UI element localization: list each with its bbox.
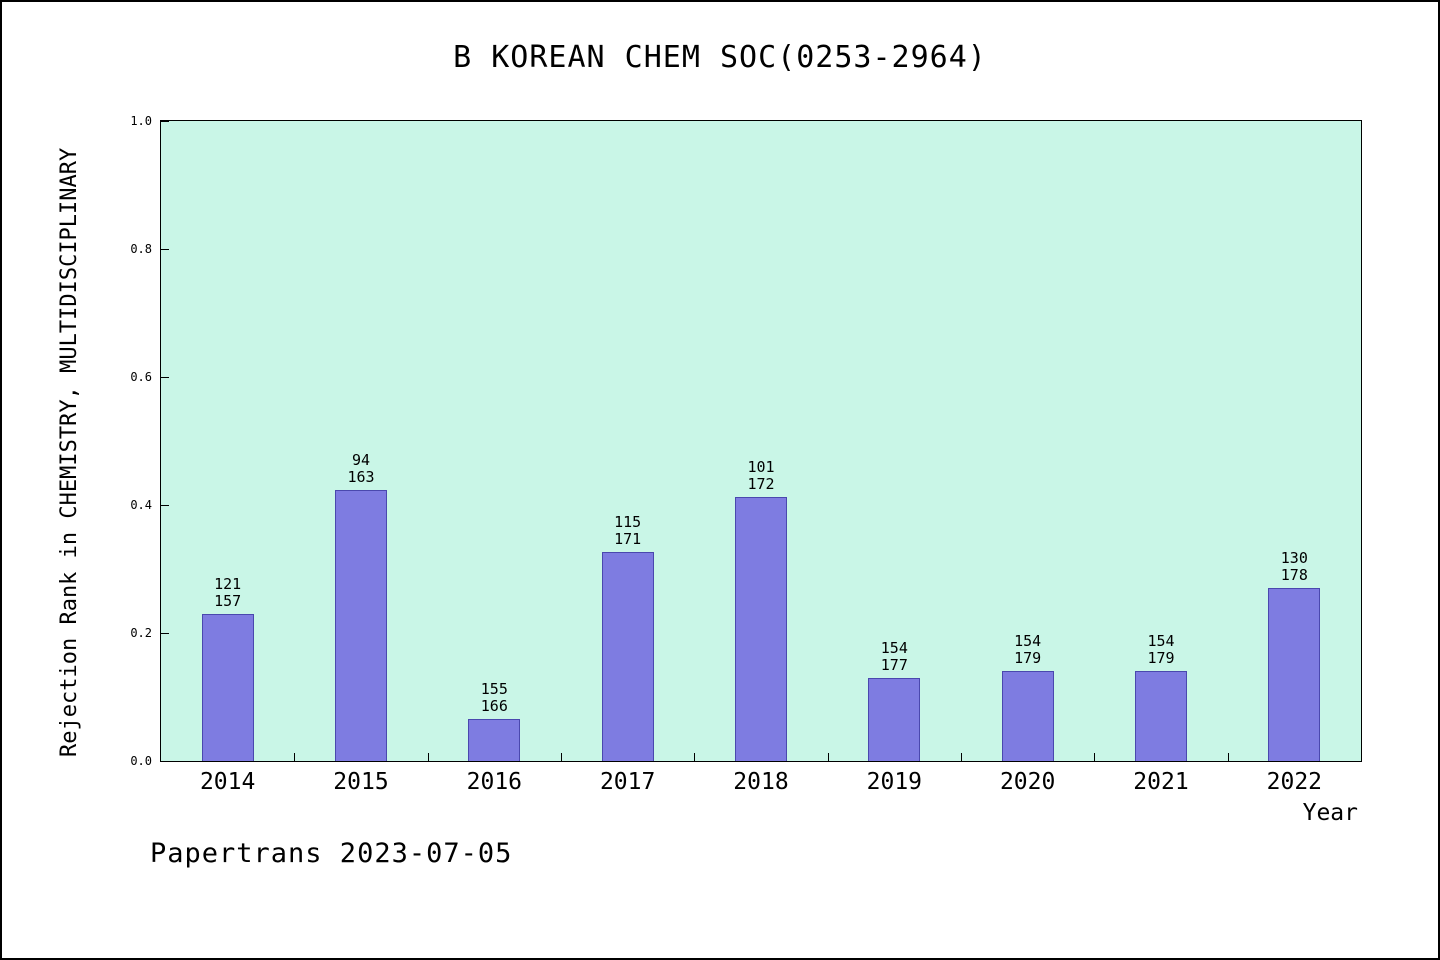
bar-value-label: 115 171	[614, 512, 642, 548]
bar	[868, 677, 921, 761]
bar	[601, 551, 654, 761]
bar	[1268, 588, 1321, 761]
x-axis-label: Year	[1302, 800, 1358, 826]
y-tick-label: 0.2	[130, 626, 152, 640]
bar-value-label: 155 166	[480, 679, 508, 715]
bar-value-label: 121 157	[214, 575, 242, 611]
x-tick-label: 2022	[1266, 769, 1323, 795]
y-tick-mark	[161, 760, 169, 762]
x-tick-mark	[294, 753, 296, 761]
y-tick-label: 0.6	[130, 370, 152, 384]
y-tick-mark	[161, 248, 169, 250]
bar-value-label: 154 177	[880, 638, 908, 674]
bar-value-label: 101 172	[747, 457, 775, 493]
x-tick-mark	[427, 753, 429, 761]
y-tick-mark	[161, 120, 169, 122]
y-tick-mark	[161, 376, 169, 378]
bar-value-label: 130 178	[1280, 549, 1308, 585]
y-tick-label: 0.0	[130, 754, 152, 768]
x-tick-label: 2021	[1133, 769, 1189, 795]
x-tick-mark	[694, 753, 696, 761]
y-tick-mark	[161, 504, 169, 506]
x-tick-label: 2016	[466, 769, 523, 795]
x-tick-label: 2018	[733, 769, 789, 795]
x-tick-mark	[827, 753, 829, 761]
watermark-text: Papertrans 2023-07-05	[150, 838, 513, 869]
bar	[468, 718, 521, 761]
x-tick-label: 2015	[333, 769, 389, 795]
y-tick-label: 0.8	[130, 242, 152, 256]
bar-value-label: 154 179	[1147, 632, 1175, 668]
x-tick-mark	[561, 753, 562, 761]
bar	[1001, 671, 1054, 761]
bar-value-label: 154 179	[1014, 632, 1042, 668]
bar	[335, 490, 387, 761]
x-tick-mark	[1227, 753, 1229, 761]
bar	[735, 496, 787, 761]
bar-value-label: 94 163	[347, 451, 375, 487]
bar	[201, 614, 254, 761]
plot-area: 0.0 0.2 0.4 0.6 0.8 1.0 2014 121 157 2015 94 163 2…	[130, 114, 1362, 795]
bar	[1135, 671, 1187, 761]
x-tick-label: 2020	[999, 769, 1056, 795]
y-tick-label: 0.4	[130, 498, 152, 512]
y-tick-label: 1.0	[130, 114, 152, 128]
x-tick-label: 2019	[866, 769, 923, 795]
y-tick-mark	[161, 632, 169, 634]
x-tick-label: 2017	[599, 769, 656, 795]
x-tick-mark	[1094, 753, 1096, 761]
y-axis-label: Rejection Rank in CHEMISTRY, MULTIDISCIP…	[57, 147, 82, 757]
x-tick-label: 2014	[199, 769, 256, 795]
x-tick-mark	[961, 753, 962, 761]
chart-title: B KOREAN CHEM SOC(0253-2964)	[453, 40, 987, 75]
